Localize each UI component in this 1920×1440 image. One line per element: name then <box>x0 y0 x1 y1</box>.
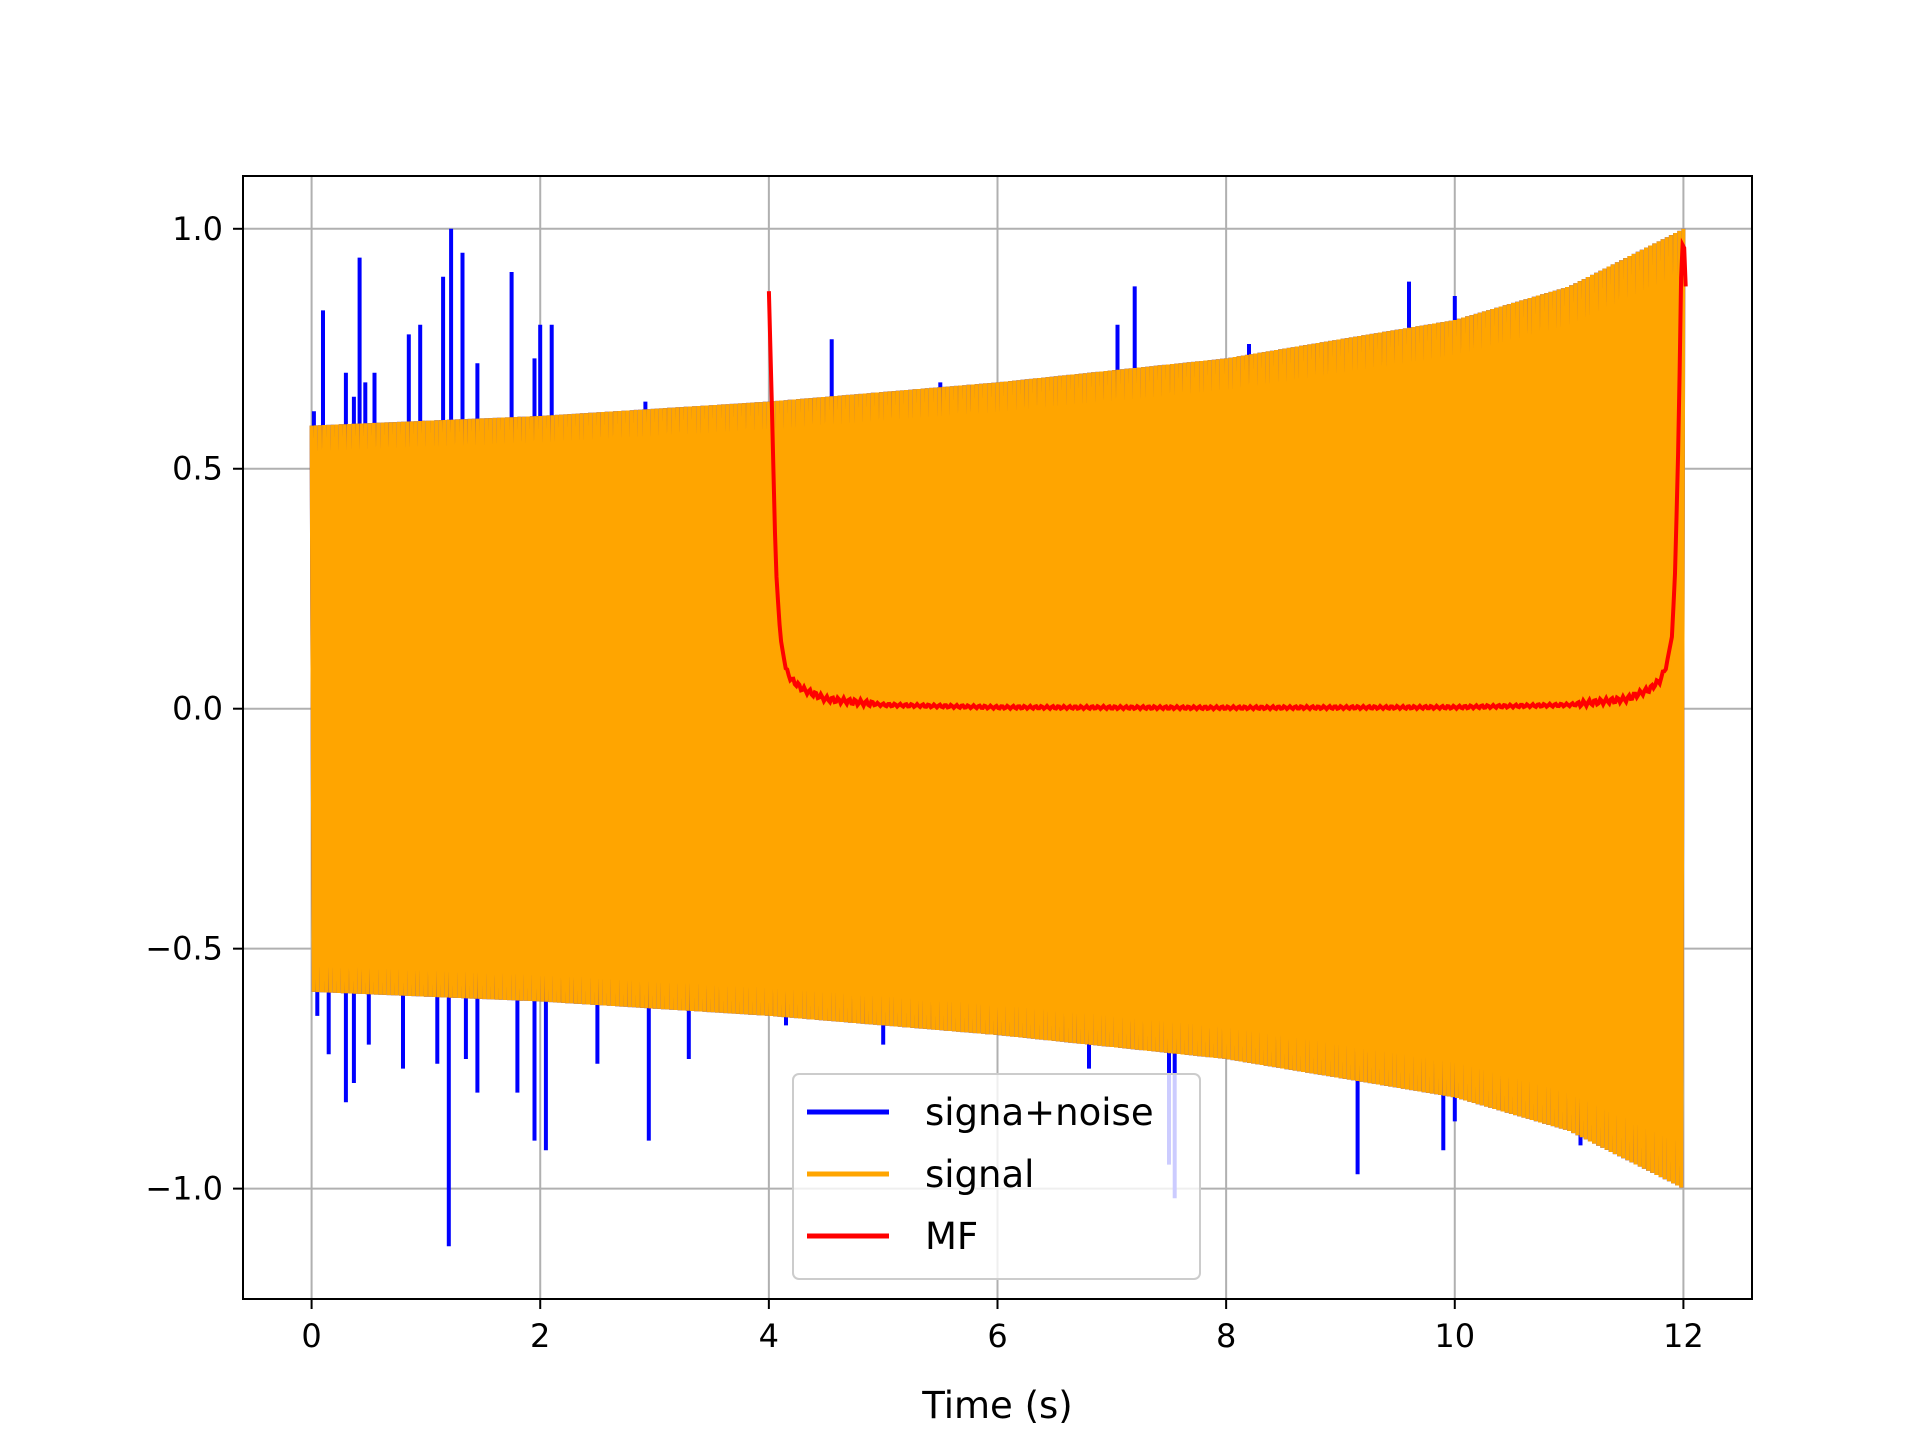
series-mf-line <box>766 237 1688 713</box>
y-tick-label-4: 1.0 <box>172 210 223 248</box>
legend-label-2: MF <box>925 1215 978 1258</box>
series-signal-line <box>309 228 1686 1188</box>
y-tick-label-1: −0.5 <box>145 930 223 968</box>
x-tick-label-3: 6 <box>987 1317 1007 1355</box>
x-tick-label-1: 2 <box>530 1317 550 1355</box>
y-tick-label-2: 0.0 <box>172 690 223 728</box>
ticks: 0 2 4 6 8 10 12 −1.0 −0.5 0.0 0.5 1.0 <box>145 210 1703 1355</box>
legend-box <box>792 1073 1201 1280</box>
legend: signa+noise signal MF <box>792 1073 1201 1280</box>
legend-label-1: signal <box>925 1153 1034 1196</box>
y-tick-label-3: 0.5 <box>172 450 223 488</box>
plot-area <box>309 228 1688 1247</box>
x-tick-label-0: 0 <box>301 1317 321 1355</box>
x-tick-label-4: 8 <box>1216 1317 1236 1355</box>
x-tick-label-2: 4 <box>759 1317 779 1355</box>
x-axis-label: Time (s) <box>921 1384 1072 1427</box>
legend-label-0: signa+noise <box>925 1091 1154 1134</box>
y-tick-label-0: −1.0 <box>145 1170 223 1208</box>
x-tick-label-5: 10 <box>1434 1317 1475 1355</box>
x-tick-label-6: 12 <box>1663 1317 1704 1355</box>
